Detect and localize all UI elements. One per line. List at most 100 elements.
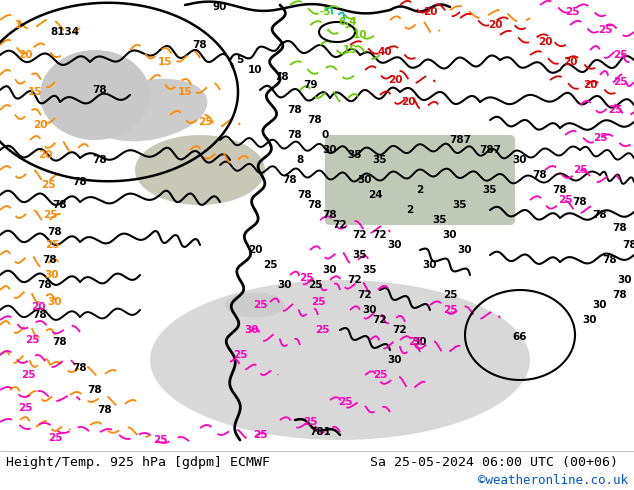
Text: 40: 40 xyxy=(378,47,392,57)
Text: ©weatheronline.co.uk: ©weatheronline.co.uk xyxy=(478,473,628,487)
Text: 78: 78 xyxy=(307,115,322,125)
Text: 25: 25 xyxy=(41,180,55,190)
Text: 78: 78 xyxy=(53,337,67,347)
Text: 78: 78 xyxy=(93,85,107,95)
Text: 20: 20 xyxy=(583,80,597,90)
Text: 30: 30 xyxy=(443,230,457,240)
Text: 25: 25 xyxy=(153,435,167,445)
Text: Sa 25-05-2024 06:00 UTC (00+06): Sa 25-05-2024 06:00 UTC (00+06) xyxy=(370,456,618,468)
Text: 30: 30 xyxy=(583,315,597,325)
Text: 2: 2 xyxy=(406,205,413,215)
Text: 72: 72 xyxy=(358,290,372,300)
Text: 78: 78 xyxy=(33,310,48,320)
Text: 25: 25 xyxy=(338,397,353,407)
Text: 25: 25 xyxy=(42,210,57,220)
Text: 78: 78 xyxy=(275,72,289,82)
Text: 2: 2 xyxy=(417,185,424,195)
Text: 25: 25 xyxy=(408,337,422,347)
Text: 25: 25 xyxy=(314,325,329,335)
Text: 25: 25 xyxy=(253,300,268,310)
Text: 78: 78 xyxy=(37,280,53,290)
Text: 25: 25 xyxy=(45,240,59,250)
Text: 30: 30 xyxy=(245,325,259,335)
Text: 20: 20 xyxy=(248,245,262,255)
Text: 78: 78 xyxy=(307,200,322,210)
Text: 90: 90 xyxy=(213,2,227,12)
Text: 1: 1 xyxy=(15,20,22,30)
Text: 78: 78 xyxy=(612,223,627,233)
Text: 25: 25 xyxy=(443,305,457,315)
Text: 787: 787 xyxy=(449,135,471,145)
Text: 78: 78 xyxy=(573,197,587,207)
Text: 78: 78 xyxy=(593,210,607,220)
Text: 30: 30 xyxy=(323,145,337,155)
Text: 8: 8 xyxy=(296,155,304,165)
Text: 78: 78 xyxy=(193,40,207,50)
Text: 25: 25 xyxy=(598,25,612,35)
Text: 78: 78 xyxy=(93,155,107,165)
Text: 25: 25 xyxy=(558,195,573,205)
Text: 25: 25 xyxy=(303,417,317,427)
Text: 787: 787 xyxy=(479,145,501,155)
Text: 66: 66 xyxy=(513,332,527,342)
Text: 78: 78 xyxy=(283,175,297,185)
Text: 25: 25 xyxy=(565,7,579,17)
Text: 30: 30 xyxy=(413,337,427,347)
Text: 20: 20 xyxy=(563,57,577,67)
Text: 30: 30 xyxy=(278,280,292,290)
Text: 35: 35 xyxy=(433,215,447,225)
Text: 78: 78 xyxy=(73,177,87,187)
Text: 20: 20 xyxy=(33,120,48,130)
Text: 25: 25 xyxy=(593,133,607,143)
Text: 8134: 8134 xyxy=(51,27,79,37)
Text: 25: 25 xyxy=(48,433,62,443)
Text: 78: 78 xyxy=(533,170,547,180)
Text: 10: 10 xyxy=(353,30,367,40)
Text: 25: 25 xyxy=(443,290,457,300)
Text: 25: 25 xyxy=(262,260,277,270)
Text: 15: 15 xyxy=(343,45,357,55)
Ellipse shape xyxy=(225,293,285,318)
Text: 25: 25 xyxy=(612,50,627,60)
Text: 30: 30 xyxy=(363,305,377,315)
Text: 25: 25 xyxy=(307,280,322,290)
Text: 30: 30 xyxy=(618,275,632,285)
Text: 35: 35 xyxy=(482,185,497,195)
Text: 5: 5 xyxy=(236,55,243,65)
Text: 20: 20 xyxy=(423,7,437,17)
Text: 781: 781 xyxy=(309,427,331,437)
Text: 35: 35 xyxy=(373,155,387,165)
Text: 24: 24 xyxy=(368,190,382,200)
Text: 30: 30 xyxy=(45,270,59,280)
Ellipse shape xyxy=(89,79,207,141)
Text: 78: 78 xyxy=(73,363,87,373)
Text: 72: 72 xyxy=(353,230,367,240)
Text: 78: 78 xyxy=(42,255,57,265)
FancyBboxPatch shape xyxy=(325,135,515,225)
Ellipse shape xyxy=(135,135,265,205)
Text: 30: 30 xyxy=(323,265,337,275)
Text: 78: 78 xyxy=(603,255,618,265)
Text: 30: 30 xyxy=(48,297,62,307)
Text: 25: 25 xyxy=(573,165,587,175)
Text: 35: 35 xyxy=(348,150,362,160)
Text: 72: 72 xyxy=(392,325,407,335)
Text: 25: 25 xyxy=(612,77,627,87)
Text: 25: 25 xyxy=(233,350,247,360)
Text: 30: 30 xyxy=(388,355,402,365)
Text: 78: 78 xyxy=(288,105,302,115)
Text: 30: 30 xyxy=(458,245,472,255)
Text: 78: 78 xyxy=(623,240,634,250)
Text: 30: 30 xyxy=(593,300,607,310)
Text: 25: 25 xyxy=(299,273,313,283)
Text: 20: 20 xyxy=(38,150,52,160)
Text: 72: 72 xyxy=(373,230,387,240)
Text: 20: 20 xyxy=(18,50,32,60)
Text: 78: 78 xyxy=(553,185,567,195)
Text: 10: 10 xyxy=(248,65,262,75)
Text: 25: 25 xyxy=(608,105,622,115)
Text: 35: 35 xyxy=(353,250,367,260)
Text: 78: 78 xyxy=(612,290,627,300)
Text: 79: 79 xyxy=(303,80,317,90)
Text: 72: 72 xyxy=(333,220,347,230)
